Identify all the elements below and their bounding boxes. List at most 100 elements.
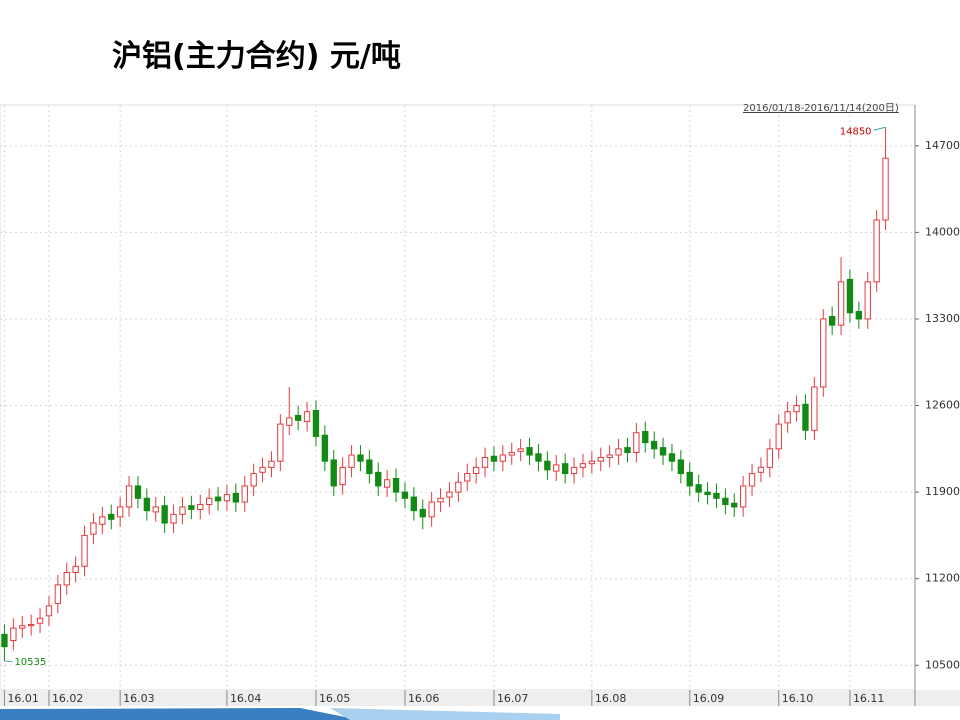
candle-body [437,497,444,503]
x-tick-label: 16.09 [693,692,725,705]
candle-body [188,505,195,510]
candle-body [793,405,800,413]
candle-body [722,497,729,505]
candle-body [259,466,266,473]
y-tick-label: 10500 [925,658,960,671]
min-label: 10535 [14,657,46,668]
candle-body [668,453,676,462]
y-tick-label: 11900 [925,485,960,498]
candle-body [152,506,159,513]
candle-body [205,497,213,505]
candle-body [223,494,231,502]
candle-body [63,572,70,586]
candle-body [739,485,747,508]
candle-body [90,522,97,535]
x-tick-label: 16.08 [595,692,627,705]
candle-body [811,386,818,431]
candle-body [383,479,391,488]
candle-body [624,447,631,454]
candle-body [864,281,871,320]
candle-body [27,623,35,627]
candle-body [472,466,480,475]
candle-body [214,496,222,502]
candle-body [250,473,257,487]
candle-body [633,432,640,454]
chart-title: 沪铝(主力合约) 元/吨 [112,39,401,74]
x-tick-label: 16.06 [408,692,440,705]
candle-body [499,454,507,462]
x-tick-label: 16.11 [853,692,885,705]
candle-body [286,417,293,426]
candle-body [731,502,738,508]
candle-body [10,627,17,642]
candle-body [615,448,622,456]
candle-body [277,423,284,462]
candle-body [846,278,854,314]
x-tick-label: 16.04 [230,692,262,705]
candle-body [828,315,836,326]
candle-body [757,466,765,473]
candle-body [579,463,587,468]
candle-body [686,471,693,487]
candle-body [802,403,809,431]
candle-body [677,459,685,475]
candle-body [775,423,782,450]
candle-body [419,508,426,518]
candle-body [1,633,8,648]
max-label: 14850 [840,126,872,137]
candle-body [303,411,311,423]
candle-body [99,516,106,525]
candle-body [116,506,124,518]
candle-body [321,434,329,462]
candle-body [392,478,400,493]
candle-body [650,440,658,450]
candle-body [348,454,355,468]
candle-body [45,605,53,617]
candle-body [526,447,533,456]
candle-body [873,219,880,283]
candle-body [659,447,667,456]
candle-body [561,463,569,475]
candle-body [855,311,863,320]
y-tick-label: 12600 [925,399,960,412]
date-range: 2016/01/18-2016/11/14(200日) [743,103,899,114]
candle-body [553,464,560,472]
candle-body [241,485,248,503]
candle-body [428,501,435,518]
candle-body [535,453,542,462]
x-tick-label: 16.07 [497,692,529,705]
candle-body [606,454,613,458]
candle-body [837,281,845,326]
candle-body [170,513,177,524]
x-tick-label: 16.05 [319,692,351,705]
x-tick-label: 16.10 [782,692,814,705]
candle-body [19,625,26,629]
candle-body [401,491,409,499]
candle-body [294,414,302,421]
candle-body [179,506,186,515]
candle-body [81,534,88,567]
candle-body [339,466,346,486]
candle-body [232,492,240,503]
ribbon-decoration [0,708,360,720]
candle-body [108,513,115,520]
candle-body [882,157,889,221]
y-tick-label: 14700 [925,139,960,152]
candle-body [366,459,373,475]
max-pointer [873,126,886,131]
candle-body [588,460,596,465]
candle-body [36,617,44,624]
candle-body [143,497,151,512]
candle-body [446,491,453,498]
ribbon-decoration [330,708,560,720]
candle-body [410,496,418,512]
plot-area [0,104,916,691]
candle-body [570,466,578,475]
candle-body [330,459,337,487]
candle-body [704,491,711,496]
candle-body [312,409,320,437]
candle-body [820,318,827,388]
candle-body [597,456,604,462]
x-axis-band [0,690,960,706]
